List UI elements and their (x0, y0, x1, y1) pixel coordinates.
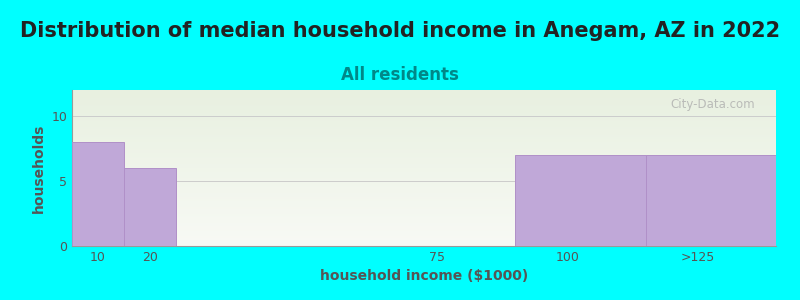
Text: Distribution of median household income in Anegam, AZ in 2022: Distribution of median household income … (20, 21, 780, 41)
Text: All residents: All residents (341, 66, 459, 84)
Bar (72, 142, 124, 246)
Y-axis label: households: households (32, 123, 46, 213)
Text: City-Data.com: City-Data.com (670, 98, 755, 111)
Bar (515, 155, 646, 246)
Bar (124, 168, 176, 246)
Bar (646, 155, 776, 246)
X-axis label: household income ($1000): household income ($1000) (320, 269, 528, 284)
